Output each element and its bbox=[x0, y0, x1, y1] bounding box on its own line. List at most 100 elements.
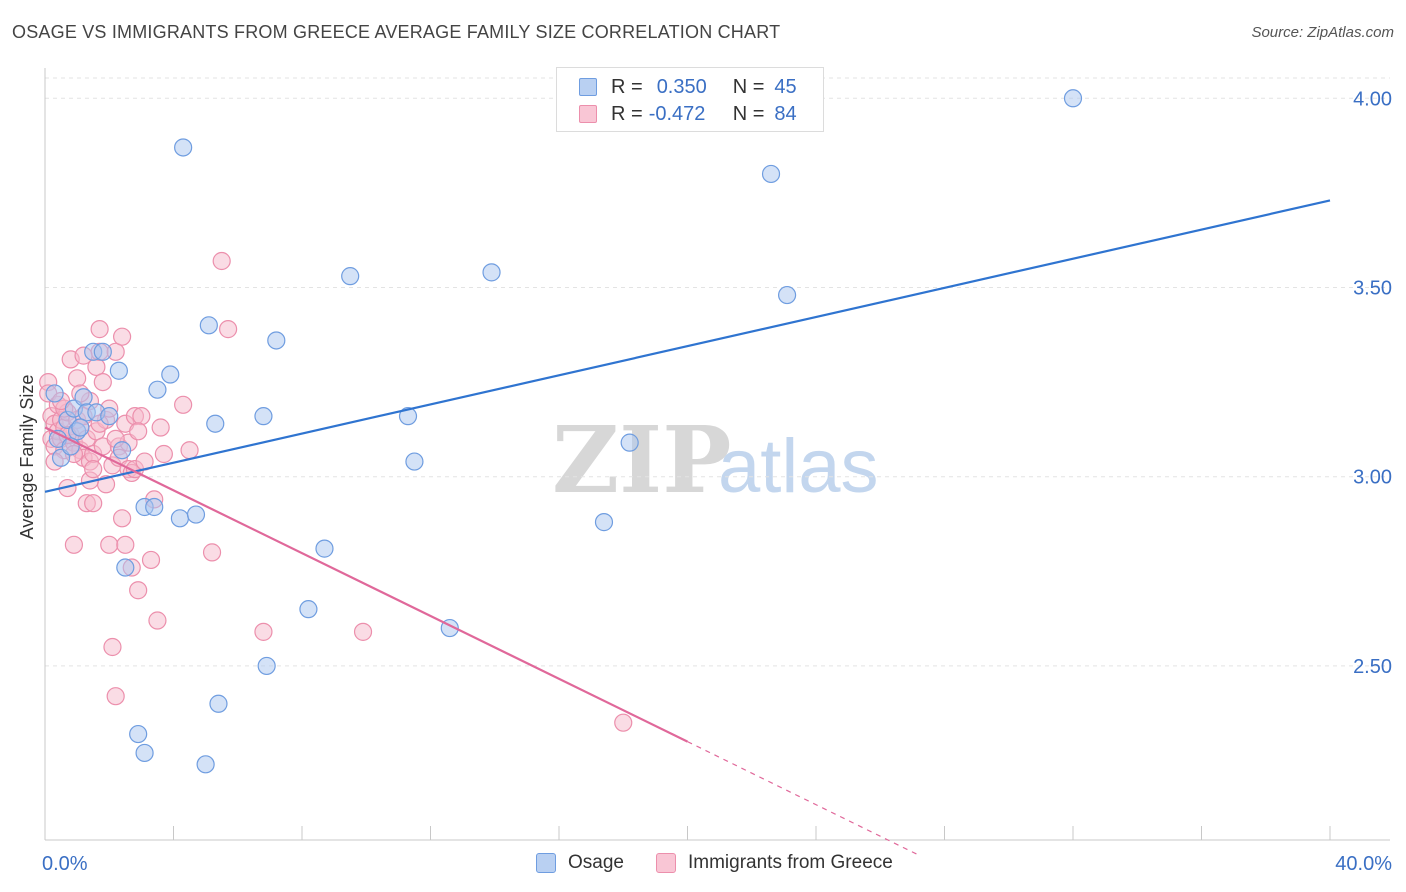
osage-point bbox=[254, 407, 273, 426]
legend-item-greece[interactable]: Immigrants from Greece bbox=[656, 852, 893, 874]
osage-legend-swatch-icon bbox=[536, 853, 556, 873]
greece-point bbox=[116, 535, 135, 554]
greece-legend-swatch-icon bbox=[656, 853, 676, 873]
r-value: 0.350 bbox=[656, 75, 707, 98]
greece-point bbox=[202, 543, 222, 562]
y-tick-label: 4.00 bbox=[1353, 88, 1392, 110]
r-value: -0.472 bbox=[648, 102, 706, 125]
greece-swatch-icon bbox=[579, 105, 597, 123]
greece-point bbox=[68, 369, 87, 388]
osage-point bbox=[74, 388, 93, 407]
greece-point bbox=[90, 320, 109, 339]
osage-point bbox=[199, 316, 218, 335]
r-label: R = bbox=[611, 75, 643, 98]
greece-point bbox=[106, 687, 125, 706]
osage-point bbox=[257, 656, 276, 676]
osage-point bbox=[148, 380, 167, 399]
osage-point bbox=[116, 558, 135, 577]
osage-point bbox=[186, 505, 206, 524]
osage-point bbox=[315, 539, 334, 558]
greece-point bbox=[93, 372, 112, 392]
osage-point bbox=[71, 418, 90, 437]
greece-point bbox=[254, 622, 273, 641]
osage-point bbox=[129, 724, 148, 744]
watermark: ZIP atlas bbox=[552, 406, 879, 514]
greece-point bbox=[112, 327, 132, 346]
legend-item-osage[interactable]: Osage bbox=[536, 852, 624, 874]
osage-point bbox=[777, 285, 797, 305]
x-tick-label: 40.0% bbox=[1335, 853, 1392, 875]
greece-point bbox=[180, 441, 199, 460]
osage-point bbox=[145, 497, 164, 517]
legend-row-greece: R = -0.472 N = 84 bbox=[579, 103, 797, 125]
greece-trend-extension bbox=[687, 741, 920, 856]
greece-point bbox=[151, 418, 170, 437]
tick-labels: 2.50 3.00 3.50 4.00 0.0% 40.0% bbox=[42, 88, 1392, 875]
greece-point bbox=[219, 320, 238, 339]
osage-point bbox=[594, 513, 614, 532]
osage-swatch-icon bbox=[579, 78, 597, 96]
greece-point bbox=[103, 637, 122, 657]
axes bbox=[44, 68, 1390, 841]
trend-lines bbox=[44, 199, 1331, 856]
osage-point bbox=[1063, 89, 1083, 108]
osage-point bbox=[620, 433, 639, 452]
greece-point bbox=[154, 444, 173, 464]
osage-point bbox=[206, 414, 225, 433]
osage-point bbox=[209, 694, 228, 713]
grid-lines bbox=[45, 77, 1390, 667]
greece-point bbox=[148, 611, 167, 630]
greece-point bbox=[614, 713, 633, 732]
greece-point bbox=[129, 581, 148, 600]
y-tick-label: 2.50 bbox=[1353, 656, 1392, 678]
chart-title: OSAGE VS IMMIGRANTS FROM GREECE AVERAGE … bbox=[12, 22, 781, 42]
osage-point bbox=[398, 407, 418, 426]
greece-point bbox=[84, 494, 103, 513]
osage-point bbox=[299, 600, 318, 619]
osage-point bbox=[482, 263, 501, 282]
chart-source: Source: ZipAtlas.com bbox=[1251, 24, 1394, 41]
osage-point bbox=[109, 361, 128, 380]
greece-point bbox=[100, 535, 119, 554]
x-tick-label: 0.0% bbox=[42, 853, 88, 875]
series-legend: Osage Immigrants from Greece bbox=[0, 852, 1406, 878]
osage-point bbox=[174, 138, 193, 157]
greece-point bbox=[132, 407, 151, 426]
greece-point bbox=[353, 622, 373, 641]
osage-point bbox=[761, 164, 781, 184]
y-axis-label: Average Family Size bbox=[17, 375, 37, 540]
n-value: 45 bbox=[774, 75, 797, 98]
greece-point bbox=[112, 509, 132, 528]
legend-row-osage: R = 0.350 N = 45 bbox=[579, 76, 797, 98]
greece-point bbox=[174, 395, 193, 414]
correlation-legend: R = 0.350 N = 45 R = -0.472 N = 84 bbox=[556, 67, 824, 132]
osage-point bbox=[93, 342, 112, 361]
osage-point bbox=[45, 384, 64, 403]
r-label: R = bbox=[611, 102, 643, 125]
osage-point bbox=[161, 365, 180, 384]
osage-point bbox=[341, 267, 360, 286]
series-immigrants-from-greece bbox=[39, 251, 633, 732]
osage-point bbox=[112, 441, 132, 460]
n-value: 84 bbox=[774, 102, 797, 125]
osage-trend-line bbox=[44, 199, 1331, 493]
osage-point bbox=[405, 452, 424, 471]
osage-point bbox=[170, 509, 190, 528]
greece-point bbox=[129, 422, 148, 441]
osage-point bbox=[267, 331, 286, 350]
greece-point bbox=[84, 460, 103, 479]
greece-point bbox=[64, 535, 84, 554]
greece-trend-line bbox=[44, 426, 688, 743]
legend-label-greece: Immigrants from Greece bbox=[688, 852, 893, 873]
n-label: N = bbox=[732, 102, 765, 125]
greece-point bbox=[212, 251, 231, 271]
y-tick-label: 3.50 bbox=[1353, 277, 1392, 299]
greece-point bbox=[141, 550, 161, 570]
watermark-atlas: atlas bbox=[718, 424, 879, 509]
osage-point bbox=[196, 755, 215, 774]
n-label: N = bbox=[732, 75, 765, 98]
watermark-zip: ZIP bbox=[552, 406, 731, 514]
y-tick-label: 3.00 bbox=[1353, 467, 1392, 489]
osage-point bbox=[135, 743, 154, 763]
